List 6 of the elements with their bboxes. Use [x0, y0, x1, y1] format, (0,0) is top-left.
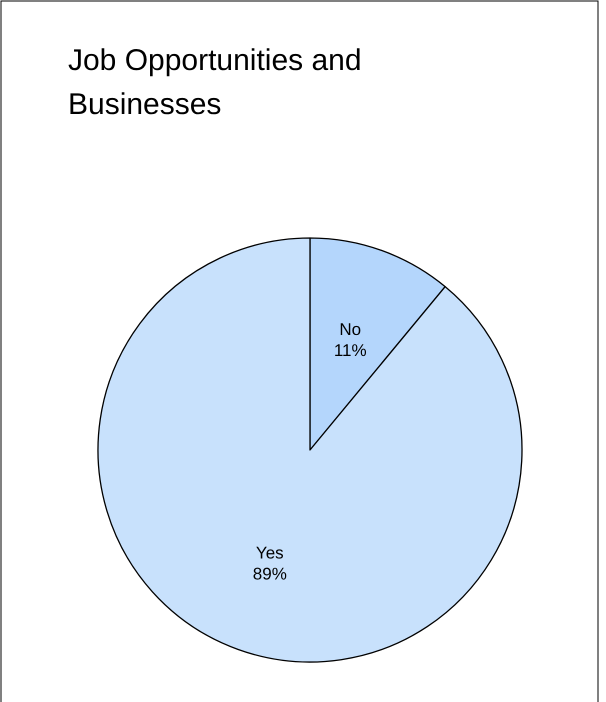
data-label: 89%	[252, 564, 287, 584]
slice-label: Yes	[256, 543, 284, 562]
pie-slice	[98, 237, 523, 663]
data-label: 11%	[334, 341, 367, 360]
slice-label: No	[339, 320, 362, 339]
chart-title: Job Opportunities and Businesses	[68, 44, 362, 121]
